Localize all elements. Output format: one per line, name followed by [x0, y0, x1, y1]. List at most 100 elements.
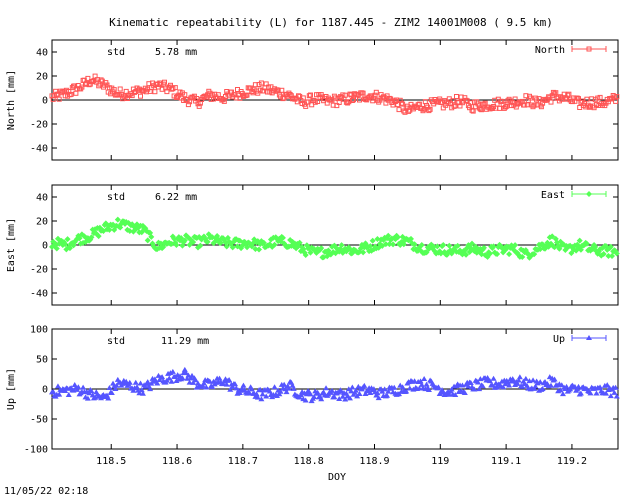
east-point	[463, 251, 470, 258]
east-point	[490, 243, 497, 250]
up-point	[123, 378, 130, 384]
up-point	[133, 384, 140, 390]
up-point	[112, 385, 119, 391]
up-point	[476, 386, 483, 392]
east-point	[576, 237, 583, 244]
east-point	[271, 241, 278, 248]
east-point	[76, 235, 83, 242]
north-point	[345, 100, 351, 106]
east-point	[454, 242, 461, 249]
east-std-label: std	[107, 192, 125, 203]
up-point	[613, 393, 620, 399]
up-point	[179, 375, 186, 381]
up-point	[266, 388, 273, 394]
north-point	[512, 96, 518, 102]
north-axis-label: North [mm]	[6, 70, 17, 130]
up-point	[307, 391, 314, 397]
north-point	[548, 99, 554, 105]
east-point	[607, 243, 614, 250]
up-point	[537, 379, 544, 385]
xtick-label: 118.6	[162, 456, 192, 467]
east-ytick-label: 0	[42, 241, 48, 252]
x-axis-label: DOY	[328, 472, 346, 483]
east-point	[302, 252, 309, 259]
up-point	[169, 368, 176, 374]
up-point	[611, 389, 618, 395]
up-panel: 100 50 0 -50 -100 118.5 118.6 118.7 118.8 118.9 11…	[6, 325, 620, 483]
east-point	[173, 241, 180, 248]
up-point	[494, 384, 501, 390]
north-point	[614, 94, 620, 99]
north-point	[426, 108, 432, 114]
north-ytick-label: 40	[36, 48, 48, 59]
east-point	[204, 238, 211, 245]
up-point	[567, 386, 574, 392]
xtick-label: 118.5	[96, 456, 126, 467]
north-point	[454, 94, 459, 99]
up-point	[593, 390, 600, 396]
xtick-label: 119	[431, 456, 449, 467]
up-point	[185, 372, 192, 378]
up-point	[277, 388, 284, 394]
up-point	[258, 396, 265, 402]
chart-title: Kinematic repeatability (L) for 1187.445…	[109, 16, 553, 29]
up-point	[421, 376, 428, 382]
east-ytick-label: 40	[36, 193, 48, 204]
east-point	[114, 216, 121, 223]
north-point	[56, 96, 62, 102]
up-point	[105, 395, 112, 401]
north-point	[196, 103, 202, 109]
xtick-label: 119.2	[557, 456, 587, 467]
up-point	[547, 382, 554, 388]
north-point	[597, 94, 603, 100]
north-point	[503, 104, 508, 110]
east-point	[88, 234, 95, 241]
east-point	[613, 250, 620, 257]
up-point	[423, 381, 430, 387]
east-point	[605, 252, 612, 259]
north-point	[117, 86, 123, 92]
up-point	[551, 376, 558, 382]
up-point	[467, 379, 474, 385]
east-point	[525, 251, 532, 258]
up-point	[329, 387, 336, 393]
north-ytick-label: -40	[30, 144, 48, 155]
up-point	[56, 391, 63, 397]
up-point	[417, 378, 424, 384]
up-point	[516, 374, 523, 380]
up-point	[297, 392, 304, 398]
north-point	[481, 101, 487, 107]
north-legend-point	[586, 46, 592, 52]
up-point	[311, 394, 318, 400]
up-point	[352, 387, 359, 393]
up-point	[406, 385, 413, 391]
up-point	[147, 386, 154, 392]
north-point	[406, 108, 412, 114]
north-point	[152, 89, 158, 95]
north-point	[279, 87, 285, 93]
east-point	[556, 245, 563, 252]
east-point	[229, 244, 236, 251]
north-point	[420, 108, 426, 114]
up-point	[391, 384, 398, 390]
up-point	[257, 386, 264, 392]
north-ytick-label: -20	[30, 120, 48, 131]
east-point	[279, 234, 286, 241]
up-point	[74, 386, 81, 392]
north-point	[398, 100, 404, 106]
north-point	[566, 91, 572, 97]
north-point	[98, 77, 104, 83]
east-point	[480, 244, 487, 251]
north-point	[111, 87, 117, 93]
north-point	[300, 95, 306, 101]
up-legend-label: Up	[553, 334, 565, 345]
up-point	[65, 392, 72, 398]
east-point	[549, 233, 556, 240]
up-point	[539, 386, 546, 392]
up-point	[519, 383, 526, 389]
north-point	[336, 100, 342, 105]
east-point	[531, 251, 538, 258]
north-point	[469, 107, 475, 113]
up-point	[283, 389, 290, 395]
up-point	[490, 375, 497, 381]
